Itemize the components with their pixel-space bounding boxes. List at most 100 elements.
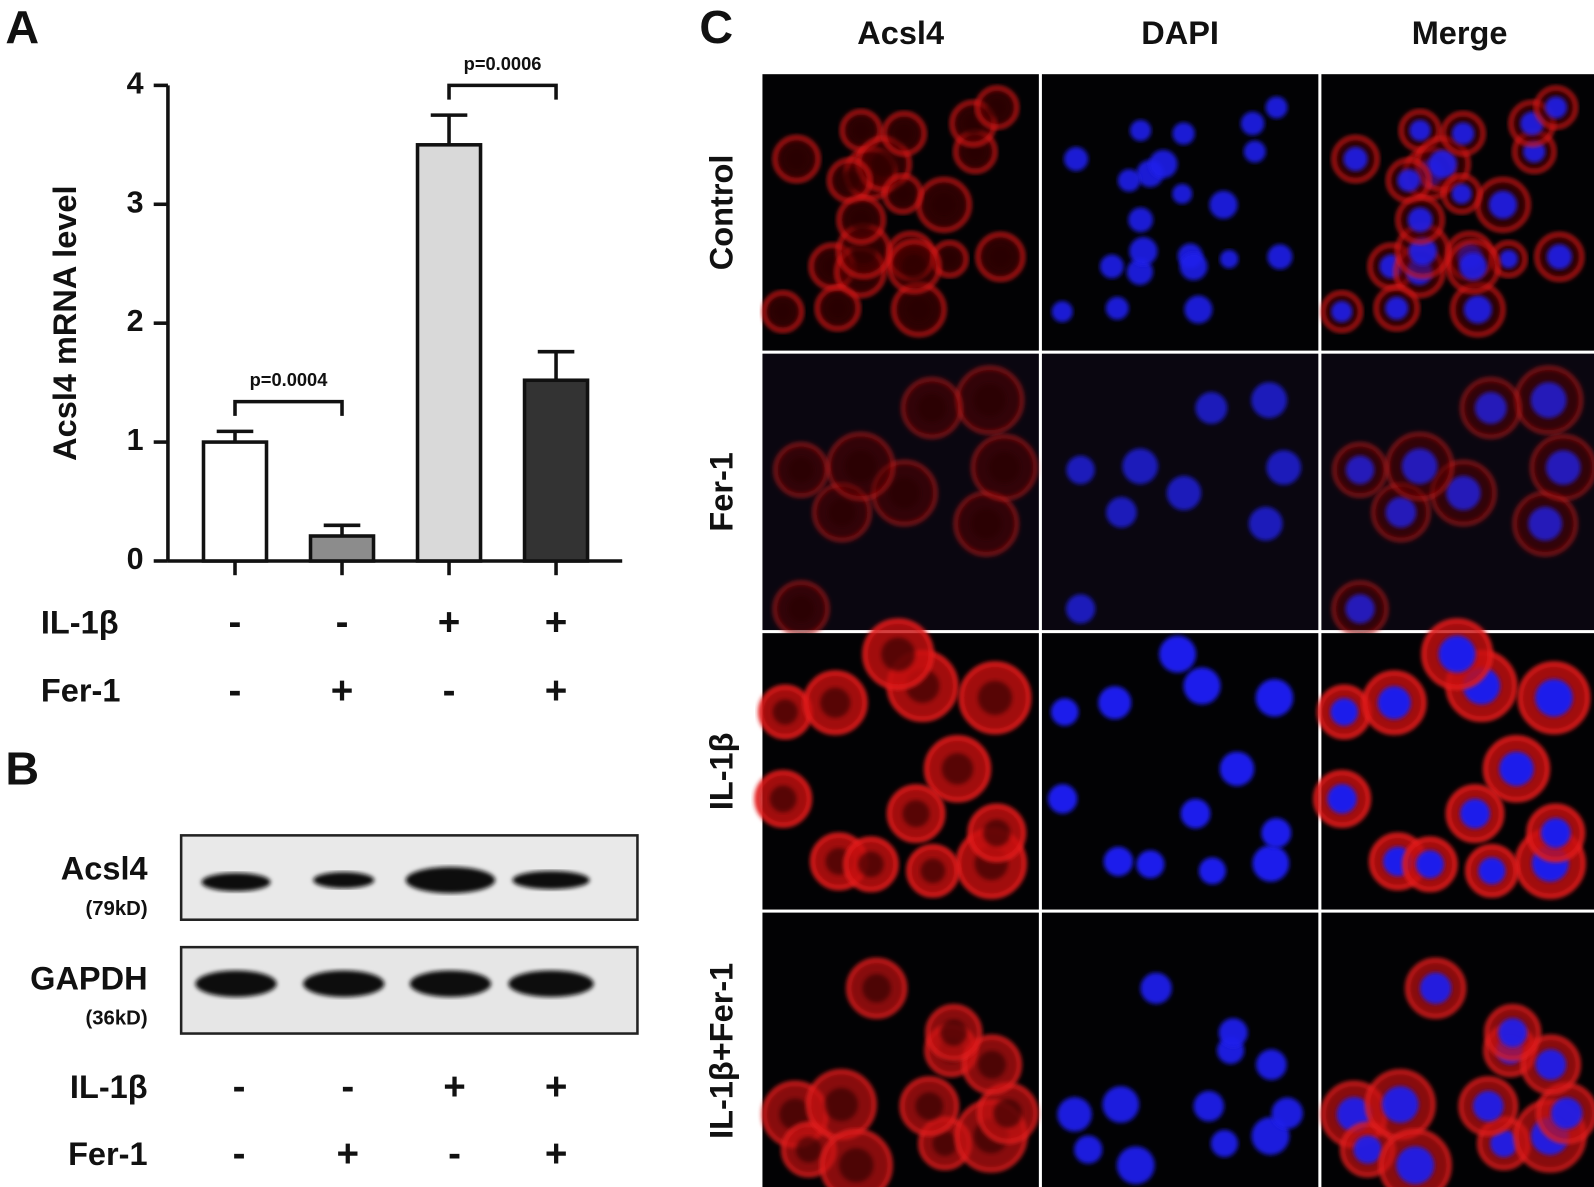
nucleus-shadow <box>987 97 1008 118</box>
micrograph <box>1320 912 1594 1187</box>
nucleus <box>1159 635 1197 673</box>
blot-row-name: GAPDH <box>30 960 147 996</box>
nucleus <box>1050 698 1079 726</box>
nucleus <box>1266 450 1302 485</box>
condition-name: Fer-1 <box>68 1136 148 1172</box>
bar <box>201 440 269 563</box>
nucleus <box>1408 237 1437 266</box>
y-tick-label: 1 <box>127 423 144 457</box>
nucleus <box>1271 1097 1304 1130</box>
condition-name: IL-1β <box>70 1069 148 1105</box>
nucleus-shadow <box>941 753 974 785</box>
p-value: p=0.0006 <box>464 53 542 74</box>
panel-label: B <box>5 743 39 795</box>
nucleus <box>1345 594 1375 624</box>
nucleus-shadow <box>870 151 897 177</box>
nucleus <box>1122 448 1159 485</box>
nucleus <box>1248 506 1283 541</box>
nucleus <box>1396 1146 1435 1185</box>
nucleus <box>1219 751 1255 787</box>
micrograph <box>1320 74 1594 351</box>
y-tick-label: 0 <box>127 542 144 576</box>
condition-mark: - <box>233 1133 246 1176</box>
nucleus <box>1397 169 1420 192</box>
nucleus <box>1251 382 1288 419</box>
condition-mark: + <box>331 669 354 712</box>
nucleus-shadow <box>941 250 959 268</box>
panel-label: A <box>5 1 39 53</box>
micrograph <box>761 912 1039 1187</box>
row-label: Control <box>703 155 739 271</box>
nucleus-shadow <box>989 245 1012 269</box>
nucleus <box>1136 850 1165 879</box>
nucleus <box>1499 751 1534 787</box>
blot-row-name: Acsl4 <box>61 851 148 887</box>
condition-mark: - <box>229 601 242 644</box>
column-header: DAPI <box>1141 15 1219 51</box>
nucleus <box>1047 784 1078 814</box>
condition-mark: - <box>336 601 349 644</box>
nucleus <box>1331 301 1353 323</box>
image-background <box>1041 74 1319 351</box>
blot-band <box>303 970 385 997</box>
nucleus <box>1419 972 1452 1004</box>
nucleus-shadow <box>920 858 946 884</box>
nucleus <box>1183 667 1221 705</box>
nucleus <box>1474 392 1507 424</box>
column-header: Acsl4 <box>857 15 944 51</box>
nucleus <box>1530 382 1567 419</box>
nucleus-shadow <box>787 595 815 623</box>
nucleus-shadow <box>988 451 1021 484</box>
nucleus <box>1063 146 1089 172</box>
nucleus <box>1438 635 1476 673</box>
condition-mark: + <box>545 1133 568 1176</box>
condition-mark: + <box>545 1066 568 1109</box>
nucleus-shadow <box>828 498 856 527</box>
nucleus-shadow <box>862 974 891 1003</box>
nucleus <box>1099 254 1124 279</box>
nucleus-shadow <box>917 393 947 423</box>
nucleus <box>1106 496 1137 528</box>
micrograph <box>754 618 1039 910</box>
nucleus <box>1459 252 1487 281</box>
condition-mark: - <box>229 669 242 712</box>
nucleus <box>1219 249 1239 269</box>
blot-band <box>512 870 590 890</box>
nucleus <box>1463 295 1492 324</box>
condition-mark: + <box>545 669 568 712</box>
nucleus <box>1550 1097 1583 1130</box>
nucleus <box>1074 1135 1103 1164</box>
y-tick-label: 4 <box>127 66 144 100</box>
nucleus-shadow <box>851 238 877 264</box>
nucleus <box>1377 686 1411 720</box>
nucleus <box>1327 784 1357 814</box>
nucleus <box>1172 122 1195 145</box>
row-label: IL-1β+Fer-1 <box>703 963 739 1139</box>
nucleus-shadow <box>795 1136 822 1163</box>
nucleus <box>1105 296 1129 320</box>
blot-panel <box>179 834 639 1035</box>
nucleus-shadow <box>839 1148 874 1183</box>
nucleus <box>1126 258 1154 285</box>
nucleus <box>1193 1090 1225 1122</box>
nucleus-shadow <box>977 680 1013 715</box>
nucleus <box>1240 111 1265 136</box>
nucleus <box>1535 678 1573 717</box>
nucleus-shadow <box>773 302 793 322</box>
nucleus <box>1252 845 1290 882</box>
condition-mark: - <box>448 1133 461 1176</box>
nucleus-shadow <box>902 800 930 828</box>
nucleus-shadow <box>839 170 860 191</box>
nucleus <box>1535 1049 1567 1081</box>
condition-mark: + <box>337 1133 360 1176</box>
nucleus <box>1117 169 1141 192</box>
nucleus <box>1345 455 1375 485</box>
nucleus <box>1330 698 1359 726</box>
nucleus-shadow <box>881 637 915 671</box>
micrograph <box>762 353 1039 638</box>
nucleus <box>1166 475 1202 511</box>
condition-mark: - <box>443 669 456 712</box>
bar <box>415 143 483 563</box>
nucleus-shadow <box>893 184 912 203</box>
